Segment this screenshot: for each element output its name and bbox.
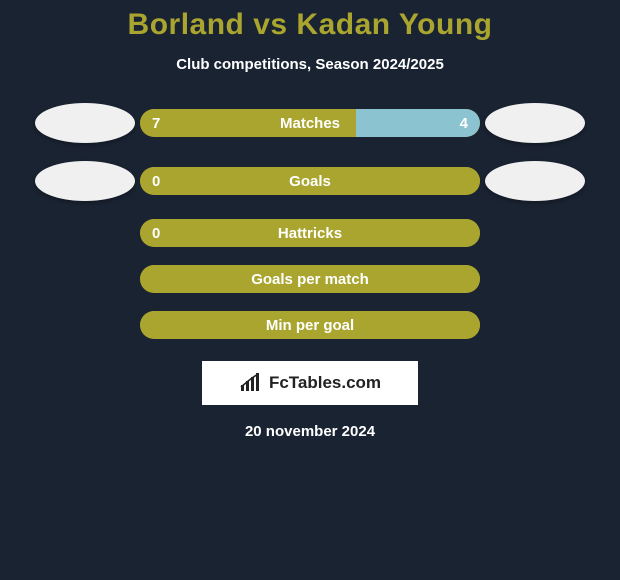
player-right-photo-slot	[480, 161, 590, 201]
stats-rows: Matches74Goals0Hattricks0Goals per match…	[0, 103, 620, 339]
player-right-photo-slot	[480, 103, 590, 143]
stat-value-right: 4	[460, 109, 468, 137]
stat-bar: Matches7 4	[140, 109, 480, 137]
stat-row: Goals per match	[10, 265, 610, 293]
stat-value-left: 0	[152, 219, 160, 247]
stat-bar: Goals per match	[140, 265, 480, 293]
page-subtitle: Club competitions, Season 2024/2025	[0, 56, 620, 73]
page-title: Borland vs Kadan Young	[0, 8, 620, 42]
player-photo	[485, 161, 585, 201]
source-logo: FcTables.com	[202, 361, 418, 405]
stat-bar: Goals0	[140, 167, 480, 195]
stat-row: Matches7 4	[10, 103, 610, 143]
stat-row: Hattricks0	[10, 219, 610, 247]
player-left-photo-slot	[30, 161, 140, 201]
stat-label: Hattricks	[140, 219, 480, 247]
stat-bar: Hattricks0	[140, 219, 480, 247]
stat-label: Goals	[140, 167, 480, 195]
stat-value-left: 0	[152, 167, 160, 195]
date-caption: 20 november 2024	[0, 423, 620, 440]
player-photo	[485, 103, 585, 143]
stat-label: Matches	[140, 109, 480, 137]
stat-bar: Min per goal	[140, 311, 480, 339]
logo-text: FcTables.com	[269, 373, 381, 393]
player-photo	[35, 103, 135, 143]
comparison-infographic: Borland vs Kadan Young Club competitions…	[0, 0, 620, 440]
stat-row: Min per goal	[10, 311, 610, 339]
player-photo	[35, 161, 135, 201]
stat-row: Goals0	[10, 161, 610, 201]
stat-value-left: 7	[152, 109, 160, 137]
player-left-photo-slot	[30, 103, 140, 143]
chart-icon	[239, 373, 263, 393]
stat-label: Goals per match	[140, 265, 480, 293]
stat-label: Min per goal	[140, 311, 480, 339]
